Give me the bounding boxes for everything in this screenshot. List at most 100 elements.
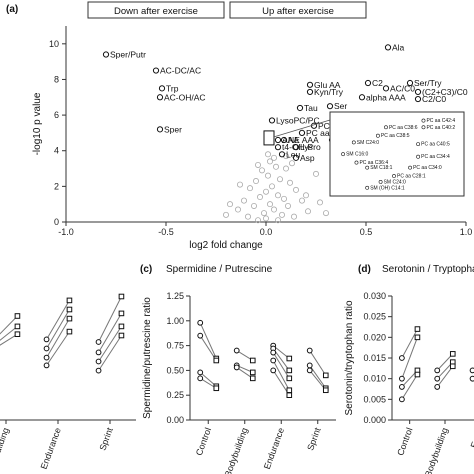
x-tick-label: bodybuilding xyxy=(0,426,11,474)
pair-line xyxy=(98,313,122,353)
inset-point-label: SM C24:0 xyxy=(357,140,379,146)
significant-point xyxy=(306,88,314,96)
x-tick-label: Endu xyxy=(469,426,474,449)
inset-point-label: PC aa C34:4 xyxy=(421,154,450,160)
post-point xyxy=(414,371,421,378)
background-point xyxy=(304,208,311,215)
background-point xyxy=(292,186,299,193)
pair-line xyxy=(46,318,70,358)
point-label: NE AAA xyxy=(288,135,319,145)
significant-point xyxy=(326,103,334,110)
post-point xyxy=(286,387,293,394)
y-tick-label: 0.010 xyxy=(363,374,386,384)
pair-line xyxy=(309,350,327,376)
significant-point xyxy=(158,85,166,92)
point-label: Asp xyxy=(300,153,315,163)
significant-point xyxy=(382,85,390,92)
panel-a-label: (a) xyxy=(6,4,18,15)
inset-point-label: PC aa C28:1 xyxy=(397,174,426,180)
background-point xyxy=(240,197,247,204)
x-tick-label: Control xyxy=(194,426,213,457)
background-point xyxy=(250,202,257,209)
y-tick-label: 4 xyxy=(54,146,59,156)
background-point xyxy=(274,192,281,199)
background-point xyxy=(262,215,269,222)
pre-point xyxy=(398,375,405,382)
point-label: Ser xyxy=(334,101,347,111)
pair-line xyxy=(401,374,418,400)
point-label: Trp xyxy=(166,83,179,93)
post-point xyxy=(322,387,329,394)
pre-point xyxy=(434,367,441,374)
pre-point xyxy=(197,375,204,382)
post-point xyxy=(66,328,73,335)
pair-line xyxy=(46,309,70,349)
x-tick-label: 0.5 xyxy=(360,227,373,237)
background-point xyxy=(272,163,279,170)
background-point xyxy=(256,194,263,201)
background-point xyxy=(236,181,243,188)
inset-point-label: SM C24:0 xyxy=(384,179,406,185)
significant-point xyxy=(364,79,372,87)
point-label: AC-DC/AC xyxy=(160,66,201,76)
inset-point-label: PC aa C38:6 xyxy=(389,125,418,131)
post-point xyxy=(286,355,293,362)
significant-point xyxy=(414,88,422,96)
significant-point xyxy=(274,136,282,144)
pre-point xyxy=(398,396,405,403)
inset-point xyxy=(384,125,388,130)
x-tick-label: Bodybuilding xyxy=(223,426,250,474)
significant-point xyxy=(280,136,288,144)
significant-point xyxy=(406,79,414,87)
x-tick-label: Endurance xyxy=(39,426,63,470)
point-label: Tau xyxy=(304,103,318,113)
pair-line xyxy=(272,360,290,391)
background-point xyxy=(234,206,241,213)
x-tick-label: Sprint xyxy=(97,426,115,452)
post-point xyxy=(286,392,293,398)
post-point xyxy=(118,310,125,317)
significant-point xyxy=(102,51,110,58)
inset-point xyxy=(376,133,380,138)
inset-point xyxy=(341,152,345,157)
point-label: Glu AA xyxy=(314,80,341,90)
background-point xyxy=(270,206,277,213)
pair-line xyxy=(0,315,18,335)
significant-point xyxy=(298,129,306,137)
point-label: C2/C0 xyxy=(422,94,446,104)
point-label: Ser/Try xyxy=(414,78,442,88)
pre-point xyxy=(197,319,204,326)
point-label: AC/C0 xyxy=(390,83,415,93)
background-point xyxy=(282,165,289,172)
x-tick-label: Control xyxy=(395,426,414,457)
inset-point-label: PC aa C42:4 xyxy=(426,118,455,124)
y-tick-label: 8 xyxy=(54,74,59,84)
pre-point xyxy=(43,362,50,369)
y-tick-label: 0.75 xyxy=(166,341,184,351)
background-point xyxy=(252,178,259,185)
y-tick-label: 0.030 xyxy=(363,291,386,301)
post-point xyxy=(14,313,21,319)
panel-d-label: (d) xyxy=(358,264,371,275)
pair-line xyxy=(0,333,18,346)
post-point xyxy=(414,326,421,332)
inset-point xyxy=(351,140,356,145)
inset-point-label: PC aa C40:5 xyxy=(421,142,450,148)
pair-line xyxy=(272,352,290,379)
y-tick-label: 0.015 xyxy=(363,353,386,363)
header-up-label: Up after exercise xyxy=(262,6,334,17)
post-point xyxy=(66,306,73,313)
y-tick-label: 0.005 xyxy=(363,394,386,404)
y-tick-label: 0.000 xyxy=(363,415,386,425)
post-point xyxy=(14,323,21,330)
panel-c-label: (c) xyxy=(140,264,152,275)
inset-zoom: PC aa C42:4PC aa C40:2 PC aa C38:6 PC aa C… xyxy=(329,111,465,197)
post-point xyxy=(286,375,293,382)
pre-point xyxy=(398,355,405,361)
background-point xyxy=(254,161,261,168)
background-point xyxy=(312,170,319,177)
zoom-connector xyxy=(273,119,331,138)
x-tick-label: -1.0 xyxy=(58,227,74,237)
point-label: Sper xyxy=(164,124,182,134)
y-tick-label: 1.00 xyxy=(166,316,184,326)
